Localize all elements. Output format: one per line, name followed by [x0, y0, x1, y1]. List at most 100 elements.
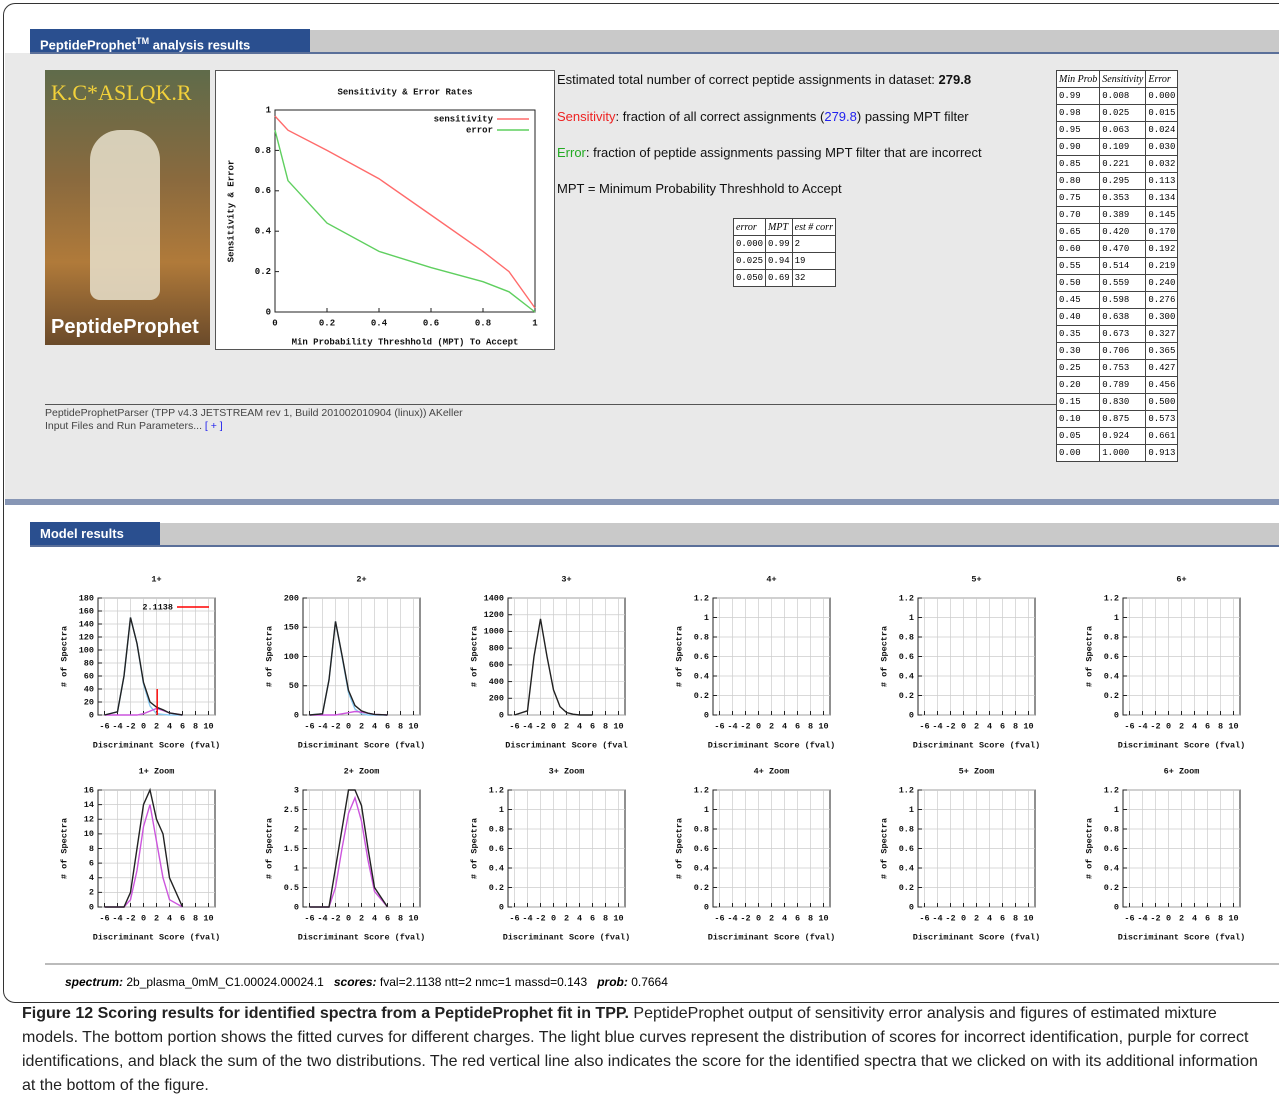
y-tick-label: 1: [704, 613, 709, 623]
x-tick-label: -6: [1124, 721, 1134, 731]
x-tick-label: 0: [961, 913, 966, 923]
y-tick-label: 2.5: [284, 805, 299, 815]
x-tick-label: 4: [577, 721, 582, 731]
trademark: TM: [136, 36, 150, 46]
x-tick-label: 0: [756, 721, 761, 731]
frame: [3, 3, 1279, 1003]
text: scores:: [333, 975, 377, 989]
y-tick-label: 1: [909, 805, 914, 815]
results-tab: PeptideProphetTM analysis results: [30, 29, 310, 53]
chart-title: 1+ Zoom: [139, 766, 175, 776]
text: ) passing MPT filter: [856, 109, 969, 124]
x-axis-label: Discriminant Score (fval): [298, 740, 426, 750]
y-tick-label: 0.4: [694, 671, 709, 681]
x-tick-label: 10: [818, 721, 828, 731]
y-tick-label: 0.6: [694, 652, 709, 662]
x-tick-label: 0: [141, 721, 146, 731]
y-tick-label: 0: [704, 902, 709, 912]
logo-peptide: K.C*ASLQK.R: [51, 80, 192, 105]
model-bar: [30, 523, 1279, 545]
x-tick-label: 4: [372, 721, 377, 731]
row: 0.000 0.99 2: [732, 235, 836, 253]
x-tick-label: -2: [1150, 721, 1160, 731]
x-tick-label: 8: [398, 721, 403, 731]
y-tick-label: 40: [84, 684, 94, 694]
text: Input Files and Run Parameters...: [45, 420, 202, 432]
x-axis-label: Discriminant Score (fval): [708, 740, 836, 750]
x-tick-label: 2: [1179, 913, 1184, 923]
y-axis-label: # of Spectra: [879, 626, 889, 687]
text: spectrum:: [65, 975, 124, 989]
x-tick-label: 4: [577, 913, 582, 923]
x-tick-label: 8: [1218, 913, 1223, 923]
y-tick-label: 1: [499, 805, 504, 815]
x-tick-label: -2: [1150, 913, 1160, 923]
y-tick-label: 0: [1114, 902, 1119, 912]
row: 0.75 0.353 0.134: [1055, 189, 1179, 207]
x-tick-label: 0: [1166, 721, 1171, 731]
x-tick-label: -4: [932, 913, 942, 923]
series-line: [274, 130, 536, 313]
row: 0.80 0.295 0.113: [1055, 172, 1179, 190]
charts: Sensitivity & Error Rates00.20.40.60.810…: [59, 87, 1246, 942]
x-tick-label: 10: [613, 913, 623, 923]
x-tick-label: 8: [603, 913, 608, 923]
cell: 0.924: [1099, 427, 1147, 445]
chart-title: 2+: [356, 574, 366, 584]
cell: 0.134: [1145, 189, 1179, 207]
y-tick-label: 0.8: [899, 824, 914, 834]
x-tick-label: 6: [1000, 721, 1005, 731]
y-tick-label: 0.2: [694, 883, 709, 893]
y-tick-label: 0.5: [284, 883, 299, 893]
y-tick-label: 0.2: [1104, 883, 1119, 893]
x-tick-label: -6: [99, 913, 109, 923]
y-tick-label: 0.8: [255, 146, 271, 156]
model-tab: Model results: [30, 522, 160, 546]
x-tick-label: 2: [564, 913, 569, 923]
parser-input: Input Files and Run Parameters... [ + ]: [45, 420, 223, 432]
y-tick-label: 0: [89, 902, 94, 912]
x-tick-label: -4: [317, 913, 327, 923]
mpt-table: error MPT est # corr 0.000 0.99 2 0.025 0.94 19 0…: [732, 218, 836, 287]
x-tick-label: 4: [1192, 913, 1197, 923]
y-tick-label: 1: [1114, 805, 1119, 815]
text: : fraction of all correct assignments (: [615, 109, 825, 124]
y-tick-label: 14: [84, 800, 94, 810]
x-tick-label: -6: [714, 721, 724, 731]
y-axis-label: # of Spectra: [59, 818, 69, 879]
x-tick-label: 8: [398, 913, 403, 923]
row: 0.70 0.389 0.145: [1055, 206, 1179, 224]
y-tick-label: 160: [79, 606, 94, 616]
x-tick-label: -2: [740, 721, 750, 731]
x-tick-label: -2: [125, 721, 135, 731]
chart-title: 1+: [151, 574, 161, 584]
x-tick-label: -2: [125, 913, 135, 923]
x-axis-label: Discriminant Score (fval): [1118, 740, 1246, 750]
x-tick-label: 2: [154, 721, 159, 731]
chart-title: 6+ Zoom: [1164, 766, 1200, 776]
y-tick-label: 0.6: [1104, 844, 1119, 854]
y-tick-label: 2: [89, 888, 94, 898]
x-tick-label: -6: [919, 913, 929, 923]
parser-build: PeptideProphetParser (TPP v4.3 JETSTREAM…: [45, 407, 463, 419]
x-tick-label: 0.4: [371, 318, 388, 328]
y-tick-label: 60: [84, 671, 94, 681]
y-tick-label: 4: [89, 873, 94, 883]
y-tick-label: 0.6: [899, 844, 914, 854]
y-tick-label: 0.8: [489, 824, 504, 834]
row: 0.25 0.753 0.427: [1055, 359, 1179, 377]
cell: 0.427: [1145, 359, 1179, 377]
separator: [45, 404, 1056, 405]
x-tick-label: 6: [180, 721, 185, 731]
row: 0.40 0.638 0.300: [1055, 308, 1179, 326]
x-tick-label: 0: [1166, 913, 1171, 923]
expand-toggle[interactable]: [ + ]: [204, 420, 223, 432]
table: Min Prob Sensitivity Error 0.99 0.008 0.000 0.…: [1055, 70, 1179, 462]
x-tick-label: -4: [522, 721, 532, 731]
logo-name: PeptideProphet: [51, 316, 199, 338]
x-tick-label: 6: [180, 913, 185, 923]
x-tick-label: 10: [408, 913, 418, 923]
table: error MPT est # corr 0.000 0.99 2 0.025 0.94 19 0…: [732, 218, 836, 287]
y-tick-label: 0.4: [1104, 671, 1119, 681]
x-axis-label: Discriminant Score (fval): [93, 932, 221, 942]
